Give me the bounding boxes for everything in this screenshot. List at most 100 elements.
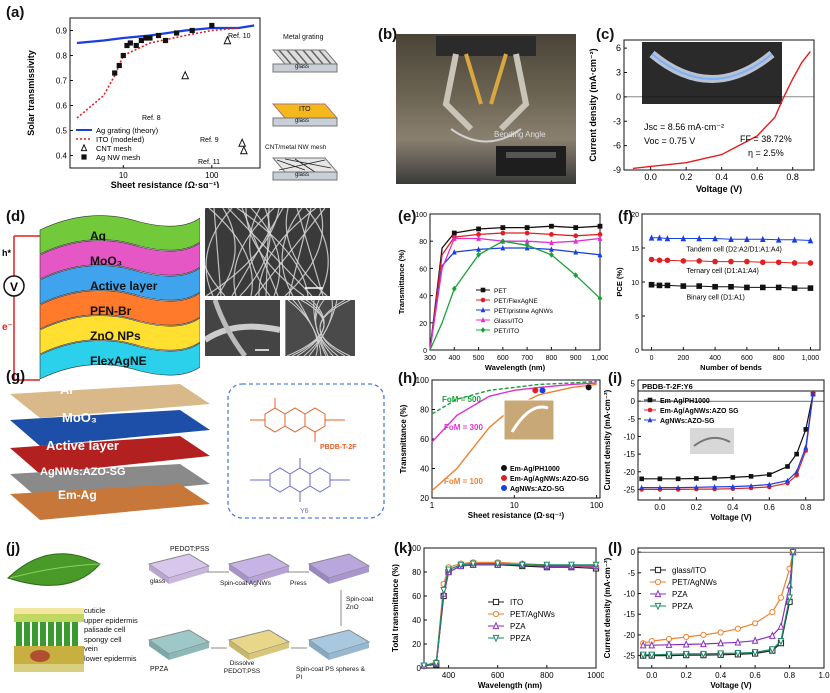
x-tick-label: 500	[473, 355, 485, 362]
y-tick-label: -15	[623, 610, 635, 619]
x-tick-label: 0.0	[646, 671, 658, 680]
d-layer-group: Ag MoO₃ Active layer PFN-Br ZnO NPs FlexAgNE V…	[2, 215, 200, 381]
sem-wire	[254, 208, 326, 296]
voltmeter-circle	[3, 275, 25, 297]
panel-label-l: (l)	[608, 540, 623, 557]
chart-a: 10 100 0.9 0.8 0.7 0.6 0.5 0.4 Sheet resistance …	[26, 17, 261, 188]
series-e-point	[500, 230, 506, 236]
point-ag-nw-mesh	[127, 40, 133, 46]
x-tick-label: 1.0	[818, 671, 830, 680]
y-tick-label: 100	[408, 544, 422, 553]
series-f-point	[759, 259, 766, 266]
series-l-point	[683, 633, 690, 641]
series-l-line	[643, 552, 794, 646]
chart-f-plot: 0 200 400 600 800 1,000 20 15 10 5 0 Number of bend…	[615, 212, 821, 372]
y-tick-label: -3	[613, 116, 621, 126]
x-tick-label: 1	[430, 501, 435, 510]
data-point-h	[539, 387, 546, 394]
sem-wire	[319, 300, 351, 356]
series-e-point	[573, 238, 579, 244]
series-f-point	[728, 235, 734, 242]
point-ag-nw-mesh	[209, 22, 215, 29]
y-tick-label: 5	[631, 380, 636, 389]
panel-label-k: (k)	[394, 540, 413, 557]
step-glass: glass	[150, 578, 166, 585]
y-tick-label: 20	[631, 212, 639, 219]
series-f-point	[759, 235, 766, 242]
point-ag-nw-mesh	[133, 42, 139, 49]
series-e-point	[597, 251, 603, 258]
series-l-point	[734, 650, 742, 658]
sem-wire	[216, 208, 236, 296]
series-i-point	[803, 427, 809, 432]
x-tick-label: 0.2	[691, 503, 703, 512]
x-tick-label: 0.4	[727, 503, 739, 512]
title-box-i	[637, 379, 825, 392]
legend-marker	[480, 287, 486, 293]
fom-label-500: FoM = 500	[442, 395, 481, 404]
series-k-point	[568, 561, 575, 570]
series-l-line	[643, 552, 794, 656]
y-tick-label: 40	[420, 465, 429, 474]
x-tick-label: 0.8	[784, 671, 796, 680]
sem-image-d-3	[285, 300, 355, 356]
series-i-point	[712, 475, 717, 481]
plot-frame	[429, 213, 601, 351]
chart-e-plot: 300 400 500 600 700 800 900 1,000 100 80 60 40 20 0 Wa…	[397, 212, 608, 372]
legend-marker	[647, 407, 653, 413]
legend-marker	[501, 485, 507, 491]
x-tick-label: 400	[448, 355, 460, 362]
y-tick-label: -15	[623, 450, 635, 459]
bending-angle-caption: Bending Angle	[494, 130, 546, 139]
series-f-point	[791, 285, 798, 291]
y-tick-label: 0	[631, 548, 636, 557]
schem-label-metal-grating: Metal grating	[283, 34, 324, 41]
point-ag-nw-mesh	[147, 35, 153, 41]
series-k-point	[440, 586, 448, 595]
legend-marker	[654, 578, 662, 586]
x-tick-label: 0.4	[715, 671, 727, 680]
series-e-point	[500, 225, 506, 230]
series-l-point	[700, 650, 707, 659]
d-layer-3	[39, 290, 200, 330]
series-e-point	[549, 246, 554, 252]
series-i-point	[675, 476, 681, 482]
fabrication-flow	[147, 553, 371, 660]
series-f-point	[775, 284, 782, 291]
sem-wire	[303, 300, 333, 356]
series-e-point	[451, 285, 457, 292]
schem-label-glass-3: glass	[295, 172, 310, 178]
x-tick-label: 0.2	[681, 671, 693, 680]
leaf-label-palisade: palisade cell	[84, 625, 126, 634]
series-i-point	[675, 484, 681, 490]
x-tick-label: 10	[119, 171, 128, 180]
series-i-point	[766, 472, 772, 477]
point-cnt-mesh	[238, 137, 247, 147]
x-tick-label: 300	[424, 355, 436, 362]
legend-label: Em-Ag/PH1000	[660, 398, 710, 405]
series-f-label: Tandem cell (D2:A2/D1:A1:A4)	[687, 246, 782, 253]
legend-marker	[492, 610, 500, 618]
x-tick-label: 0.4	[715, 172, 728, 182]
legend-label: ITO (modeled)	[96, 135, 145, 144]
y-tick-label: 0.7	[56, 77, 68, 86]
step-ppza: PPZA	[150, 666, 169, 673]
d-layer-0	[39, 215, 200, 255]
sem-wire	[208, 208, 253, 296]
plot-frame	[641, 213, 821, 351]
legend-label: glass/ITO	[672, 566, 706, 575]
x-tick-label: 1,000	[591, 355, 608, 362]
legend-label: Glass/ITO	[494, 318, 523, 325]
series-f-point	[648, 256, 655, 263]
series-f-point	[696, 283, 703, 289]
series-ag-grating	[76, 24, 255, 45]
point-ag-nw-mesh	[155, 32, 162, 39]
x-tick-label: 0.0	[644, 172, 657, 182]
plot-frame	[623, 39, 815, 171]
y-tick-label: 20	[419, 321, 427, 328]
series-f-point	[680, 258, 687, 264]
legend-marker	[480, 297, 486, 303]
series-l-point	[700, 631, 707, 638]
chart-f: 0 200 400 600 800 1,000 20 15 10 5 0 Number of bend…	[615, 212, 821, 372]
series-l-point	[734, 637, 742, 646]
